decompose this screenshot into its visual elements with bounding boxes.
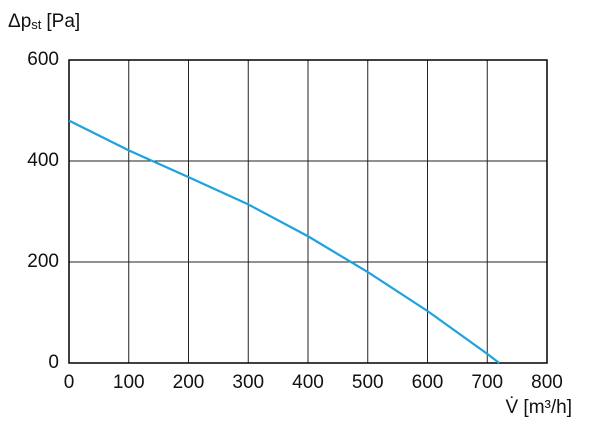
y-label-unit: [Pa]: [46, 11, 80, 32]
x-tick-label: 200: [173, 372, 205, 393]
x-axis-label: V̇ [m³/h]: [505, 397, 572, 418]
x-tick-label: 600: [412, 372, 444, 393]
x-tick-label: 500: [352, 372, 384, 393]
x-tick-label: 0: [64, 372, 75, 393]
grid: [68, 59, 548, 364]
curve: [68, 119, 500, 364]
y-tick-label: 0: [48, 352, 59, 373]
plot-frame: [68, 59, 548, 364]
y-label-subscript: st: [31, 17, 42, 32]
y-axis-label: Δpst [Pa]: [8, 11, 80, 32]
y-tick-label: 400: [27, 150, 59, 171]
x-tick-label: 300: [232, 372, 264, 393]
x-tick-label: 400: [292, 372, 324, 393]
x-tick-label: 100: [113, 372, 145, 393]
y-tick-label: 200: [27, 251, 59, 272]
x-tick-label: 800: [531, 372, 563, 393]
y-label-symbol: Δp: [8, 11, 31, 32]
y-tick-label: 600: [27, 49, 59, 70]
x-tick-label: 700: [471, 372, 503, 393]
